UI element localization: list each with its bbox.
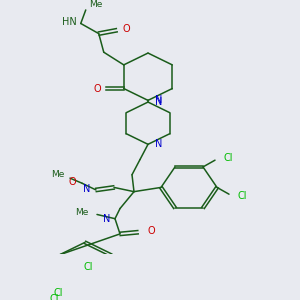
Text: HN: HN <box>62 17 77 27</box>
Text: Me: Me <box>89 0 102 9</box>
Text: O: O <box>94 83 102 94</box>
Text: O: O <box>148 226 156 236</box>
Text: Cl: Cl <box>49 294 59 300</box>
Text: Cl: Cl <box>53 288 63 298</box>
Text: N: N <box>155 97 162 107</box>
Text: Cl: Cl <box>237 191 247 201</box>
Text: N: N <box>155 139 162 149</box>
Text: Cl: Cl <box>83 262 93 272</box>
Text: Me: Me <box>76 208 89 217</box>
Text: N: N <box>82 184 90 194</box>
Text: Cl: Cl <box>223 154 232 164</box>
Text: O: O <box>123 24 130 34</box>
Text: O: O <box>68 176 76 187</box>
Text: N: N <box>155 95 162 105</box>
Text: Me: Me <box>51 170 64 179</box>
Text: N: N <box>103 214 110 224</box>
